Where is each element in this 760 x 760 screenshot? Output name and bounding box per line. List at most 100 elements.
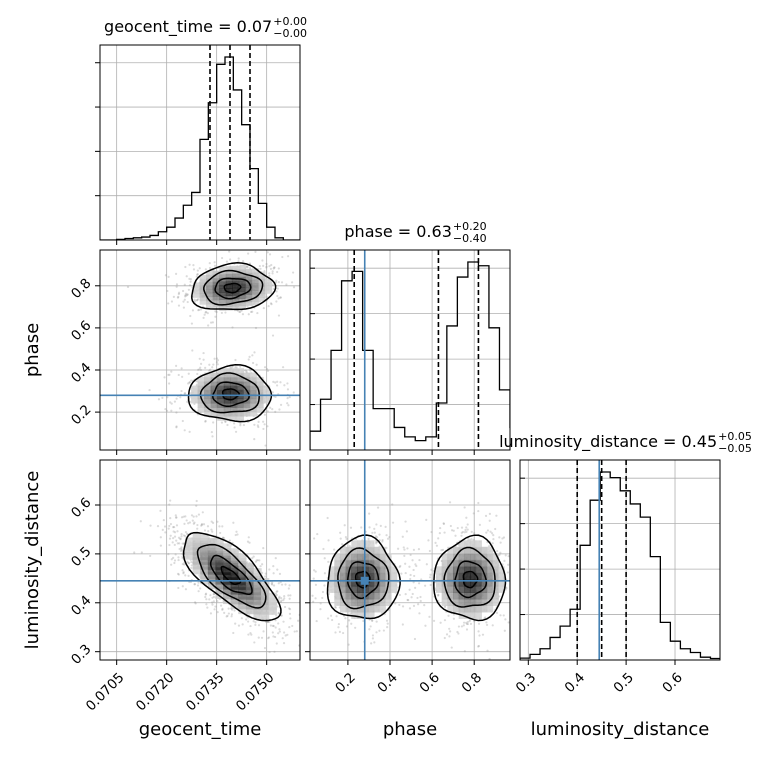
density-cell xyxy=(379,572,386,580)
sample-point xyxy=(385,619,389,622)
sample-point xyxy=(306,642,308,644)
density-cell xyxy=(223,415,231,421)
sample-point xyxy=(239,365,242,368)
sample-point xyxy=(465,526,468,529)
sample-point xyxy=(195,499,198,503)
density-cell xyxy=(219,270,227,275)
density-cell xyxy=(245,279,253,284)
sample-point xyxy=(163,376,166,379)
sample-point xyxy=(371,619,374,622)
sample-point xyxy=(252,620,255,623)
sample-point xyxy=(376,506,380,509)
sample-point xyxy=(343,524,346,527)
density-cell xyxy=(243,381,251,387)
sample-point xyxy=(190,322,194,325)
sample-point xyxy=(173,561,176,565)
sample-point xyxy=(216,611,219,614)
sample-point xyxy=(378,533,381,536)
sample-point xyxy=(303,293,305,295)
density-cell xyxy=(268,597,277,606)
sample-point xyxy=(253,351,256,354)
sample-point xyxy=(157,398,161,401)
sample-point xyxy=(454,534,457,537)
panel-phase-vs-geocent_time xyxy=(100,250,309,450)
density-cell xyxy=(470,553,477,561)
sample-point xyxy=(265,368,269,371)
sample-point xyxy=(237,257,240,260)
sample-point xyxy=(165,409,169,412)
density-cell xyxy=(223,368,231,374)
density-cell xyxy=(245,568,255,576)
sample-point xyxy=(177,291,181,294)
sample-point xyxy=(289,617,292,620)
sample-point xyxy=(201,511,204,514)
sample-point xyxy=(386,622,389,625)
density-cell xyxy=(498,566,505,574)
sample-point xyxy=(169,499,172,502)
sample-point xyxy=(274,619,277,622)
sample-point xyxy=(417,603,420,606)
sample-point xyxy=(181,419,184,423)
sample-point xyxy=(271,270,274,273)
sample-point xyxy=(269,302,273,305)
axes-frame xyxy=(309,459,511,661)
sample-point xyxy=(266,251,269,254)
density-cell xyxy=(263,394,271,400)
density-cell xyxy=(464,566,471,574)
sample-point xyxy=(200,522,204,526)
sample-point xyxy=(477,630,480,633)
sample-point xyxy=(183,563,186,566)
sample-point xyxy=(211,435,214,438)
sample-point xyxy=(270,303,273,306)
sample-point xyxy=(172,526,175,529)
sample-point xyxy=(248,541,251,544)
sample-point xyxy=(262,630,265,633)
density-cell xyxy=(232,273,240,278)
title-phase: phase = 0.63 +0.20−0.40 xyxy=(344,220,486,245)
sample-point xyxy=(316,609,318,611)
density-cell xyxy=(204,394,212,400)
density-cell xyxy=(470,566,477,574)
density-cell xyxy=(385,592,392,600)
sample-point xyxy=(307,396,309,398)
sample-point xyxy=(271,631,274,634)
sample-point xyxy=(251,310,254,313)
density-cell xyxy=(458,585,465,593)
sample-point xyxy=(466,622,470,626)
sample-point xyxy=(208,262,211,265)
sample-point xyxy=(180,546,183,549)
density-cell xyxy=(345,579,352,587)
sample-point xyxy=(212,595,216,598)
sample-point xyxy=(199,368,203,372)
sample-point xyxy=(246,561,249,564)
sample-point xyxy=(396,547,400,550)
sample-point xyxy=(473,532,476,535)
density-cell xyxy=(345,598,352,606)
sample-point xyxy=(521,588,523,590)
sample-point xyxy=(286,397,289,400)
density-cell xyxy=(256,385,264,391)
density-cell xyxy=(339,546,347,554)
sample-point xyxy=(210,430,213,434)
sample-point xyxy=(502,614,505,617)
density-cell xyxy=(191,389,199,395)
sample-point xyxy=(191,519,194,522)
sample-point xyxy=(283,597,286,600)
density-cell xyxy=(230,389,238,395)
sample-point xyxy=(207,530,210,533)
sample-point xyxy=(166,396,169,399)
sample-point xyxy=(464,528,467,532)
sample-point xyxy=(272,267,275,270)
sample-point xyxy=(196,273,199,276)
sample-point xyxy=(196,527,199,530)
sample-point xyxy=(190,560,193,564)
density-cell xyxy=(481,559,488,567)
sample-point xyxy=(204,593,207,596)
sample-point xyxy=(212,593,215,596)
sample-point xyxy=(381,540,384,543)
sample-point xyxy=(443,619,447,622)
sample-point xyxy=(424,624,427,627)
sample-point xyxy=(175,539,178,542)
histogram-phase xyxy=(310,261,510,450)
density-cell xyxy=(453,559,460,567)
